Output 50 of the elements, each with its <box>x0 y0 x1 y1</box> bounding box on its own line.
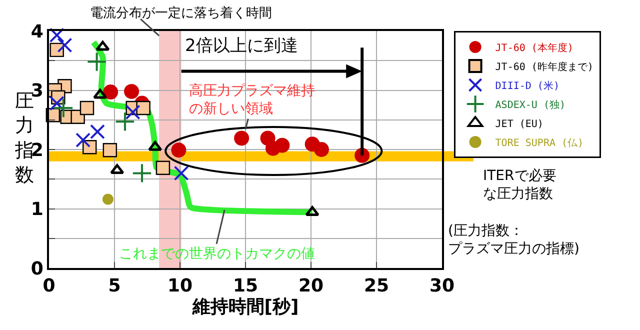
point <box>124 84 140 99</box>
point <box>102 194 114 205</box>
x-tick-label: 25 <box>364 276 390 297</box>
y-tick-label: 0 <box>30 258 44 280</box>
x-tick-label: 15 <box>232 276 258 297</box>
point <box>49 28 64 43</box>
legend-label: JT-60 (本年度) <box>495 42 574 54</box>
annotation: 2倍以上に到達 <box>185 36 298 56</box>
point <box>57 38 72 53</box>
point <box>90 124 105 140</box>
point <box>132 163 152 184</box>
point <box>103 84 118 100</box>
legend-label: DIII-D (米) <box>495 80 560 92</box>
text: (圧力指数：プラズマ圧力の指標) <box>448 223 580 258</box>
point <box>86 52 107 72</box>
band-label: ITERで必要な圧力指数 <box>483 168 556 202</box>
point <box>314 142 329 157</box>
point <box>305 206 320 216</box>
annotation: これまでの世界のトカマクの値 <box>119 246 315 262</box>
point <box>80 100 94 116</box>
point <box>234 130 250 146</box>
point <box>148 140 162 151</box>
annotation: 高圧力プラズマ維持の新しい領域 <box>189 83 315 118</box>
legend-label: TORE SUPRA (仏) <box>495 138 584 149</box>
legend-label: JET (EU) <box>495 118 544 130</box>
point <box>110 164 124 174</box>
point <box>174 166 189 181</box>
legend-label: ASDEX-U (独) <box>495 98 566 111</box>
point <box>53 98 74 118</box>
point <box>49 96 64 111</box>
point <box>266 140 281 156</box>
x-tick-label: 5 <box>108 276 121 297</box>
y-tick-label: 1 <box>30 199 44 220</box>
point <box>102 142 118 158</box>
point <box>96 40 110 51</box>
band-label: 電流分布が一定に落ち着く時間 <box>90 5 272 21</box>
point <box>76 132 91 148</box>
point <box>125 104 140 120</box>
point <box>156 160 170 175</box>
point <box>114 112 136 132</box>
y-tick-label: 4 <box>30 21 44 42</box>
point <box>171 142 186 158</box>
x-axis-title: 維持時間[秒] <box>191 296 299 318</box>
point <box>82 140 97 154</box>
legend-label: JT-60 (昨年度まで) <box>495 60 594 73</box>
point <box>93 88 108 99</box>
point <box>136 100 150 116</box>
x-tick-label: 10 <box>167 276 193 297</box>
x-tick-label: 30 <box>429 276 455 297</box>
x-tick-label: 20 <box>298 276 324 297</box>
